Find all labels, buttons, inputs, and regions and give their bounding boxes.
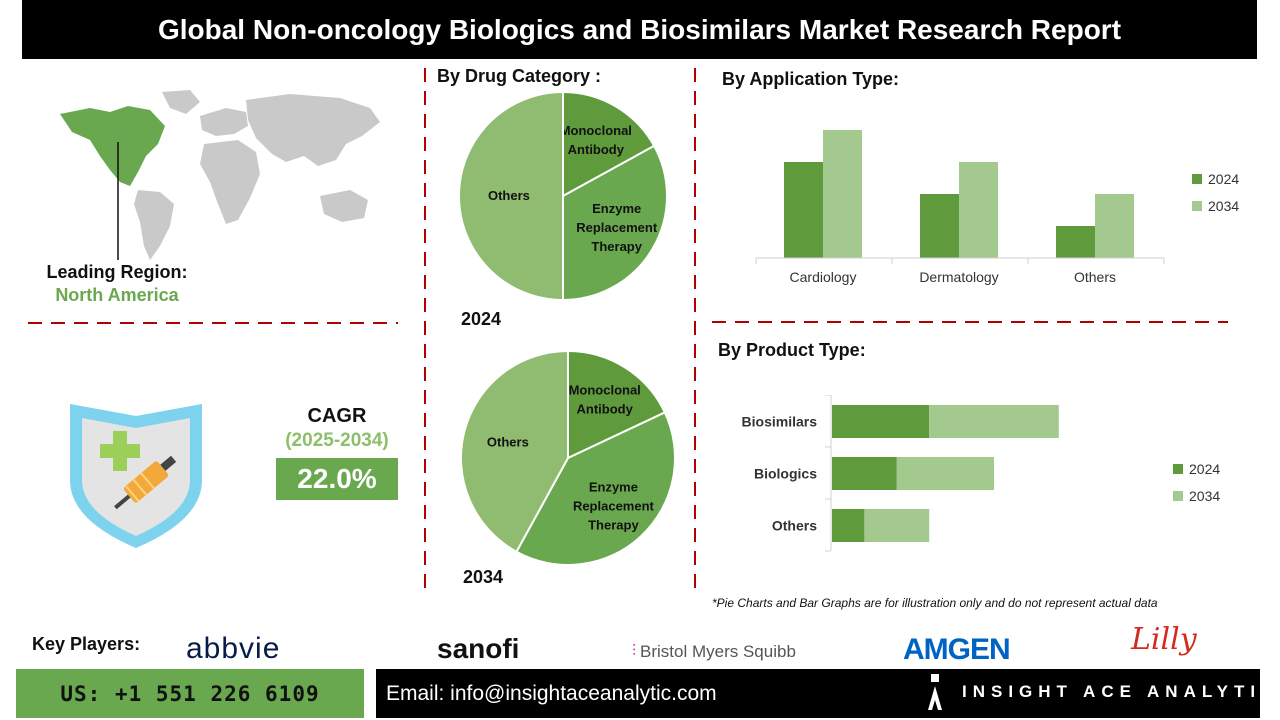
bms-logo-text: Bristol Myers Squibb	[640, 642, 796, 661]
bms-mark-icon: ⫶	[632, 643, 637, 660]
bar-cardiology-2024	[784, 162, 823, 258]
pie-slice-monoclonal-antibody	[562, 90, 656, 198]
x-tick-others: Others	[1074, 269, 1116, 285]
legend-swatch-2024	[1192, 174, 1202, 184]
legend-label-2034: 2034	[1189, 488, 1221, 504]
x-tick-dermatology: Dermatology	[919, 269, 998, 285]
north-america-shape	[60, 106, 165, 186]
pie-slice-others	[458, 90, 564, 302]
pie-slice-monoclonal-antibody	[567, 350, 667, 460]
legend-swatch-2024	[1173, 464, 1183, 474]
hbar-biologics-2034	[896, 457, 994, 490]
key-players-label: Key Players:	[32, 634, 141, 654]
europe-shape	[200, 108, 248, 136]
bar-others-2024	[1056, 226, 1095, 258]
app-legend-2034: 2034	[1192, 198, 1239, 214]
product-bar-chart: Biosimilars Biologics Others	[742, 395, 1059, 552]
leading-region-label: Leading Region:	[46, 262, 188, 282]
hbar-biosimilars-2024	[832, 405, 930, 438]
cagr-label: CAGR	[307, 405, 367, 427]
hbar-biologics-2024	[832, 457, 897, 490]
bar-dermatology-2024	[920, 194, 959, 258]
south-america-shape	[134, 190, 174, 260]
africa-shape	[200, 140, 260, 224]
legend-label-2034: 2034	[1208, 198, 1240, 214]
pie-chart-2024: Monoclonal Antibody Enzyme Replacement Thera…	[458, 90, 668, 302]
pie-slice-enzyme-replacement-therapy	[562, 144, 668, 302]
brand-name: INSIGHT ACE ANALYTIC	[962, 682, 1280, 701]
y-tick-biologics: Biologics	[754, 466, 817, 482]
bar-cardiology-2034	[823, 130, 862, 258]
sanofi-logo: sanofi	[437, 633, 520, 664]
application-bar-chart: Cardiology Dermatology Others	[755, 130, 1165, 285]
pie-slice-others	[460, 350, 569, 554]
email-contact[interactable]: Email: info@insightaceanalytic.com	[376, 669, 1260, 718]
bms-logo: ⫶ Bristol Myers Squibb	[632, 642, 796, 662]
prod-legend-2024: 2024	[1173, 461, 1220, 477]
hbar-biosimilars-2034	[929, 405, 1059, 438]
legend-swatch-2034	[1192, 201, 1202, 211]
abbvie-logo: abbvie	[186, 632, 281, 665]
pie-chart-2034: Monoclonal Antibody Enzyme Replacement Thera…	[460, 350, 676, 566]
y-tick-others: Others	[772, 518, 817, 534]
drug-category-title: By Drug Category :	[437, 66, 602, 86]
report-title: Global Non-oncology Biologics and Biosim…	[22, 0, 1257, 59]
cagr-value: 22.0%	[276, 458, 398, 500]
legend-swatch-2034	[1173, 491, 1183, 501]
shield-syringe-icon	[70, 404, 202, 548]
disclaimer-note: *Pie Charts and Bar Graphs are for illus…	[712, 596, 1158, 610]
application-title: By Application Type:	[722, 69, 900, 89]
prod-legend-2034: 2034	[1173, 488, 1220, 504]
pie-label-enzyme-replacement-therapy: Enzyme Replacement Therapy	[576, 201, 658, 254]
amgen-logo: AMGEN	[903, 633, 1011, 666]
product-title: By Product Type:	[718, 340, 866, 360]
app-legend-2024: 2024	[1192, 171, 1239, 187]
pie-slice-enzyme-replacement-therapy	[515, 411, 676, 566]
pie-year-2024: 2024	[461, 309, 502, 329]
pie-year-2034: 2034	[463, 567, 504, 587]
phone-contact[interactable]: US: +1 551 226 6109	[16, 669, 364, 718]
legend-label-2024: 2024	[1208, 171, 1240, 187]
hbar-others-2034	[864, 509, 930, 542]
cagr-period: (2025-2034)	[285, 430, 389, 451]
y-tick-biosimilars: Biosimilars	[742, 414, 818, 430]
brand-logo-icon	[928, 674, 942, 710]
world-map	[60, 90, 380, 260]
pie-label-others: Others	[488, 188, 530, 203]
pie-label-enzyme-replacement-therapy: Enzyme Replacement Therapy	[573, 479, 655, 532]
leading-region-value: North America	[55, 285, 179, 305]
x-tick-cardiology: Cardiology	[790, 269, 857, 285]
hbar-others-2024	[832, 509, 865, 542]
australia-shape	[320, 190, 368, 222]
bar-others-2034	[1095, 194, 1134, 258]
lilly-logo: Lilly	[1131, 622, 1197, 657]
pie-label-others: Others	[487, 435, 529, 450]
pie-label-monoclonal-antibody: Monoclonal Antibody	[569, 383, 641, 417]
asia-shape	[246, 94, 380, 166]
pie-label-monoclonal-antibody: Monoclonal Antibody	[560, 123, 632, 157]
legend-label-2024: 2024	[1189, 461, 1221, 477]
bar-dermatology-2034	[959, 162, 998, 258]
